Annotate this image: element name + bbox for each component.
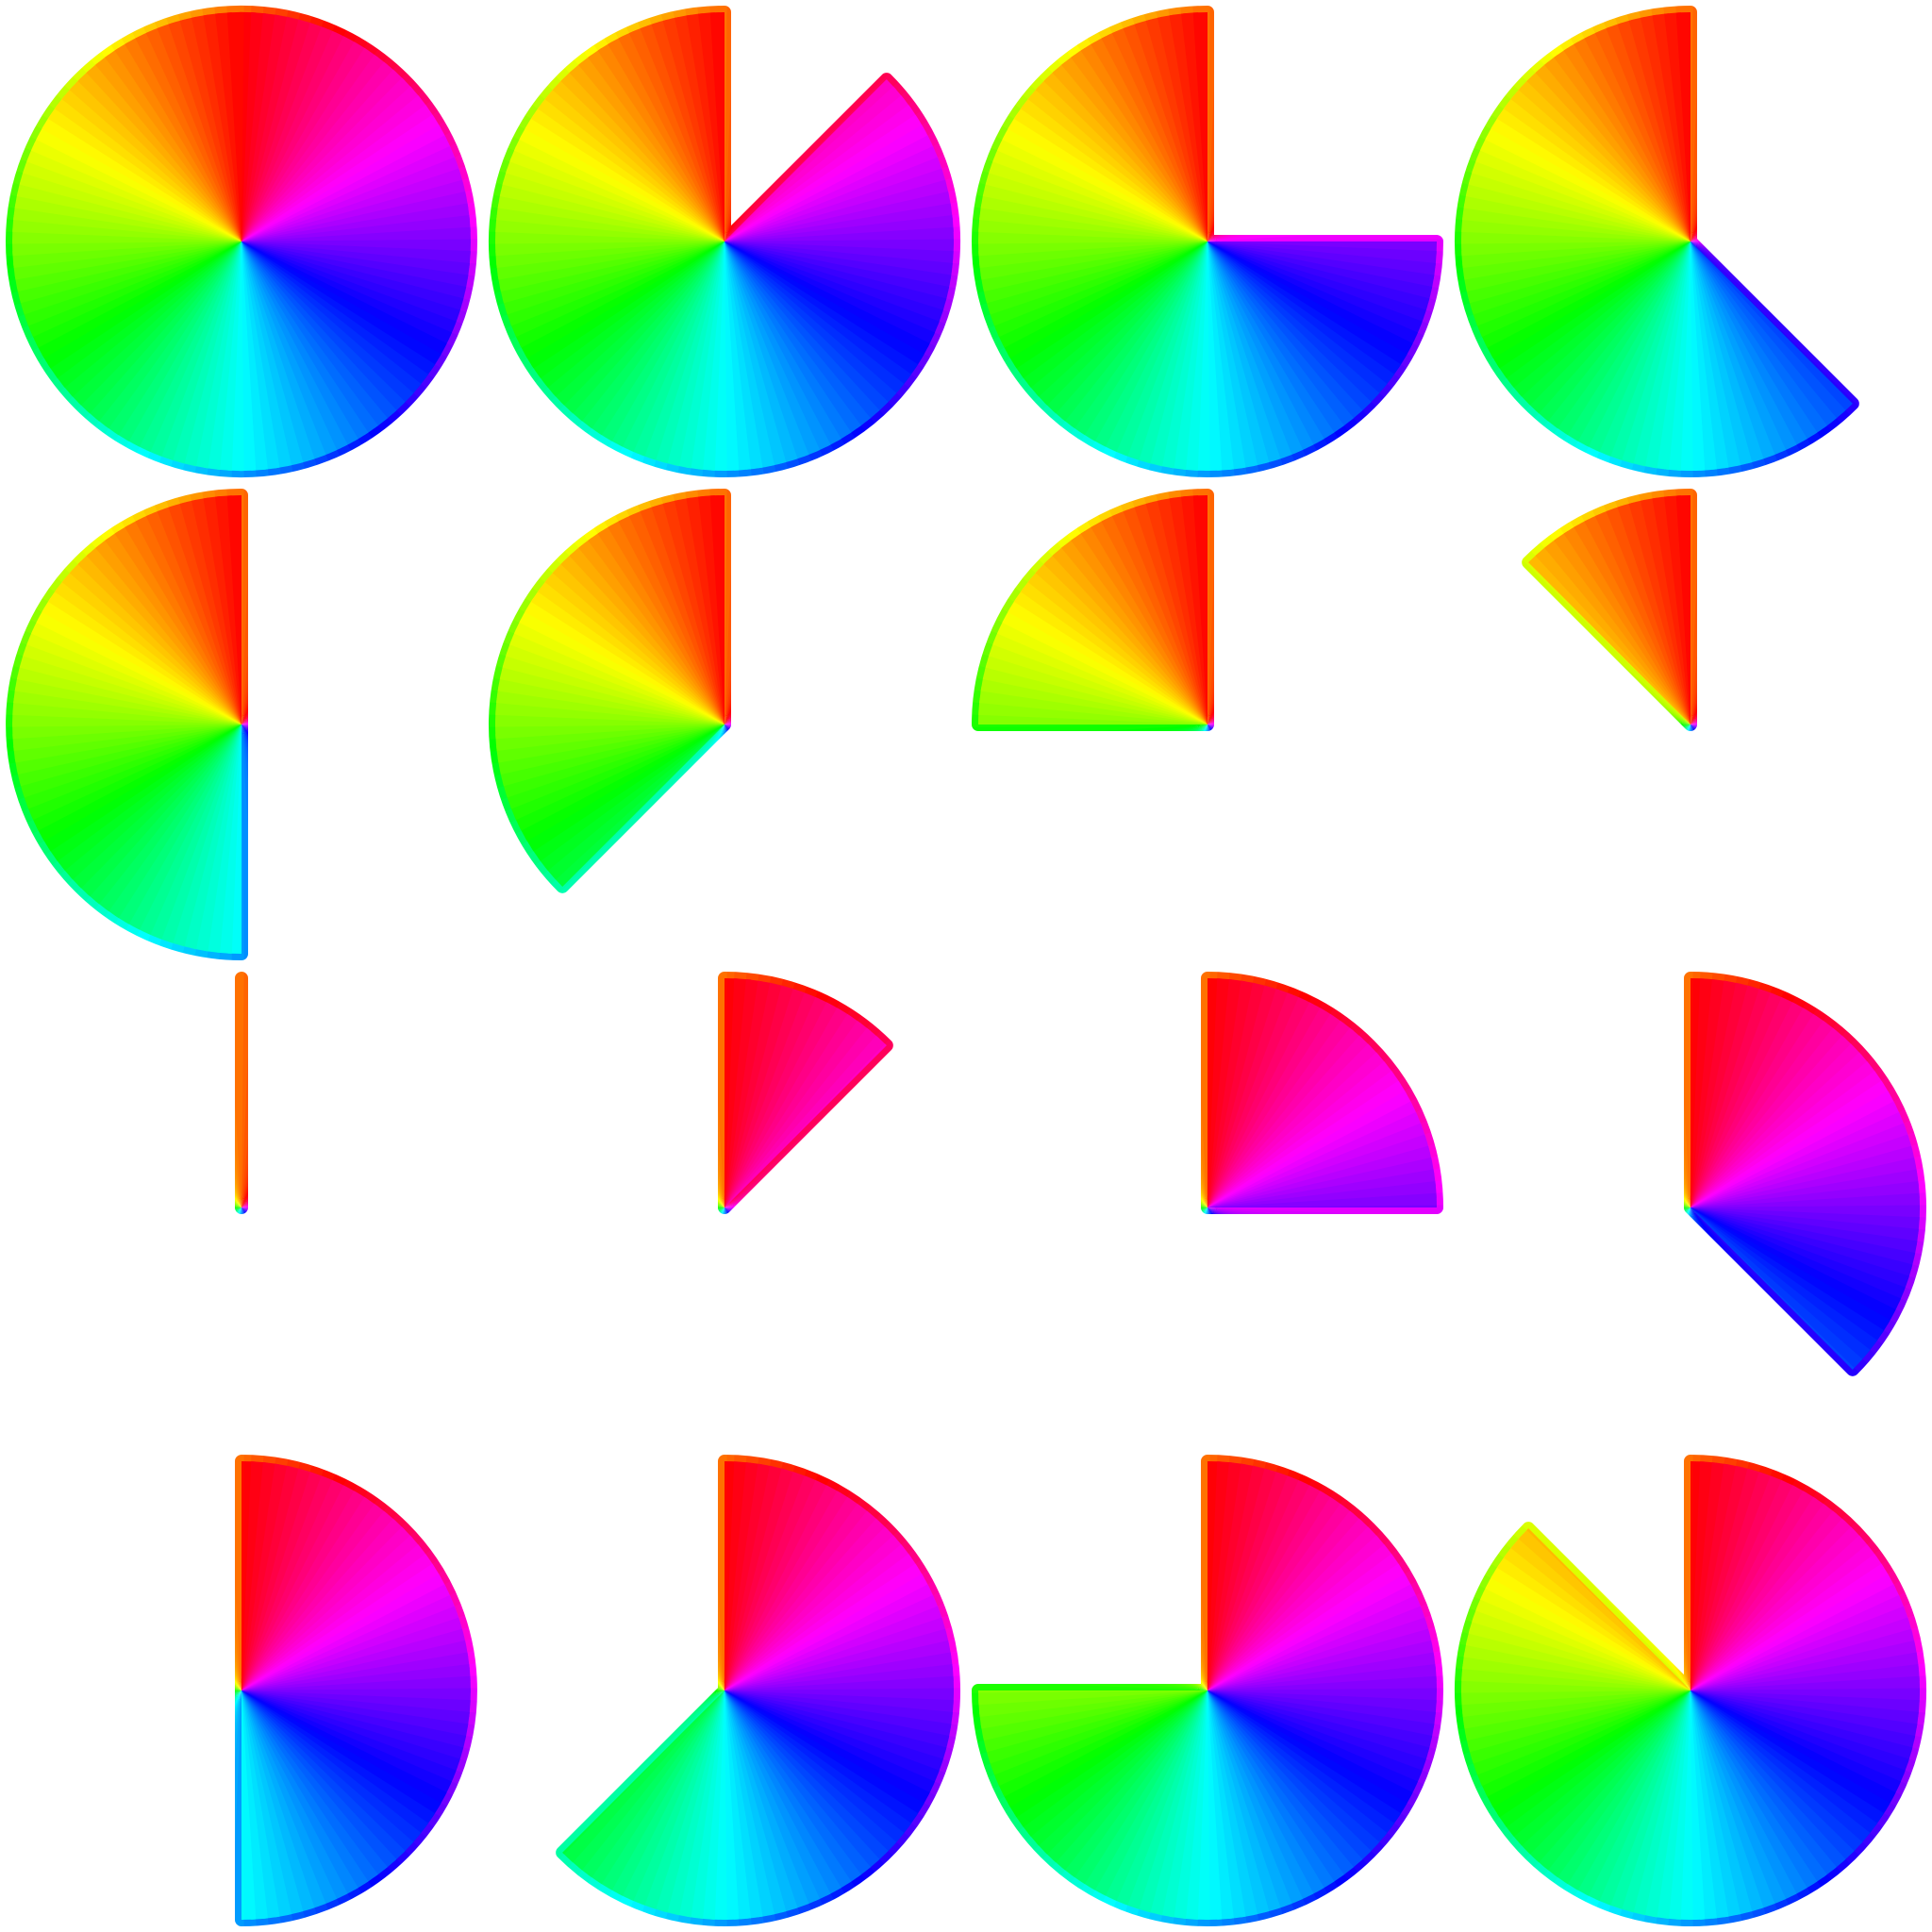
sector-outline xyxy=(0,953,497,1462)
sector xyxy=(0,0,497,496)
sector xyxy=(1436,0,1932,496)
sector xyxy=(0,953,497,1462)
sector xyxy=(0,470,497,979)
sector xyxy=(1436,1436,1932,1932)
sector xyxy=(953,470,1463,979)
sector xyxy=(953,0,1463,496)
sector xyxy=(470,470,980,979)
sector xyxy=(953,1436,1463,1932)
sector xyxy=(470,1436,980,1932)
sector xyxy=(953,953,1463,1462)
sector xyxy=(470,953,980,1462)
sector xyxy=(0,1436,497,1932)
sector xyxy=(1436,470,1932,979)
sector xyxy=(1436,953,1932,1462)
sector xyxy=(470,0,980,496)
